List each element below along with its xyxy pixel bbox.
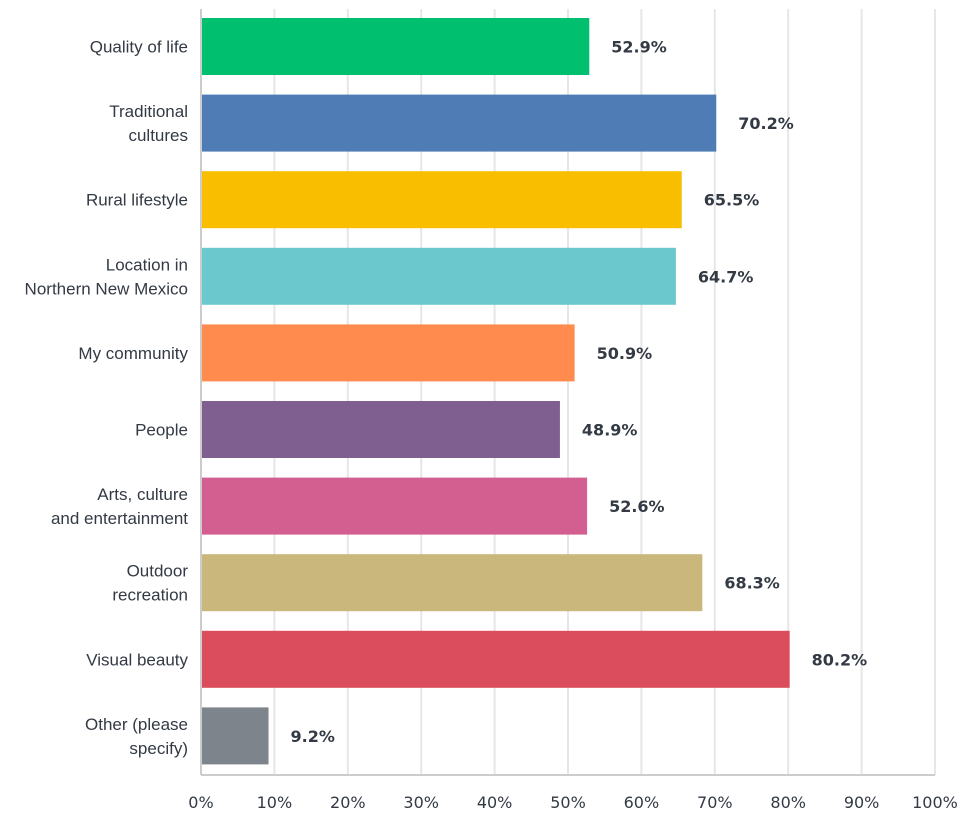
category-label-line: Outdoor	[127, 562, 189, 581]
category-labels: Quality of life Traditional cultures Rural …	[25, 38, 189, 758]
bar	[201, 94, 717, 152]
x-tick-label: 30%	[403, 793, 439, 812]
category-label-line: Rural lifestyle	[86, 191, 188, 210]
bar	[201, 18, 590, 75]
category-label: Location in Northern New Mexico	[25, 255, 188, 298]
bar	[201, 707, 269, 765]
value-label: 9.2%	[291, 727, 335, 746]
x-tick-label: 60%	[624, 793, 660, 812]
bar	[201, 630, 790, 688]
category-label: Outdoor recreation	[112, 562, 188, 605]
x-tick-label: 50%	[550, 793, 586, 812]
value-label: 52.9%	[611, 38, 667, 57]
category-label-line: My community	[78, 344, 188, 363]
x-tick-label: 80%	[770, 793, 806, 812]
bar	[201, 171, 682, 229]
category-label: Other (please specify)	[85, 715, 188, 758]
value-labels: 52.9% 70.2% 65.5% 64.7% 50.9% 48.9% 52.6% 68.3%…	[291, 38, 868, 746]
x-tick-label: 20%	[330, 793, 366, 812]
category-label: My community	[78, 344, 188, 363]
category-label-line: and entertainment	[51, 509, 188, 528]
x-tick-label: 0%	[188, 793, 213, 812]
category-label: Quality of life	[90, 38, 188, 57]
value-label: 52.6%	[609, 497, 665, 516]
category-label-line: Quality of life	[90, 38, 188, 57]
category-label: Rural lifestyle	[86, 191, 188, 210]
category-label-line: specify)	[129, 739, 188, 758]
category-label: Traditional cultures	[109, 102, 188, 145]
bar	[201, 554, 703, 612]
category-label-line: Location in	[106, 255, 188, 274]
bar	[201, 401, 560, 458]
x-tick-label: 70%	[697, 793, 733, 812]
bars	[201, 18, 790, 765]
category-label-line: recreation	[112, 586, 188, 605]
bar	[201, 477, 588, 535]
category-label-line: Northern New Mexico	[25, 279, 188, 298]
x-tick-labels: 0% 10% 20% 30% 40% 50% 60% 70% 80% 90% 100%	[188, 793, 958, 812]
category-label: People	[135, 421, 188, 440]
bar	[201, 247, 676, 305]
x-tick-label: 10%	[257, 793, 293, 812]
value-label: 64.7%	[698, 267, 754, 286]
value-label: 70.2%	[738, 114, 794, 133]
axes	[200, 9, 935, 776]
x-tick-label: 40%	[477, 793, 513, 812]
category-label-line: People	[135, 421, 188, 440]
x-tick-label: 90%	[844, 793, 880, 812]
value-label: 80.2%	[812, 650, 868, 669]
bar	[201, 324, 575, 382]
category-label: Visual beauty	[86, 650, 188, 669]
value-label: 65.5%	[704, 191, 760, 210]
category-label-line: Other (please	[85, 715, 188, 734]
category-label-line: Traditional	[109, 102, 188, 121]
value-label: 50.9%	[597, 344, 653, 363]
category-label-line: Arts, culture	[97, 485, 188, 504]
category-label-line: cultures	[128, 126, 188, 145]
value-label: 48.9%	[582, 421, 638, 440]
value-label: 68.3%	[724, 574, 780, 593]
category-label-line: Visual beauty	[86, 650, 188, 669]
category-label: Arts, culture and entertainment	[51, 485, 188, 528]
x-tick-label: 100%	[912, 793, 958, 812]
